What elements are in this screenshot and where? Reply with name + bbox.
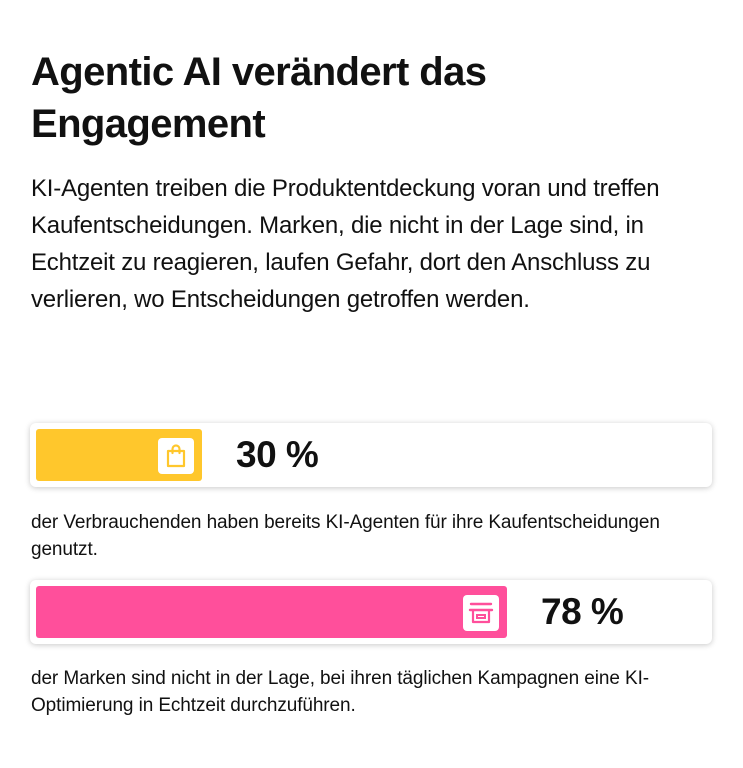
page-title: Agentic AI verändert das Engagement: [31, 50, 487, 146]
shopping-bag-icon: [158, 438, 194, 474]
stat-bar-brands: [36, 586, 507, 638]
stat-value-consumers: 30 %: [236, 434, 319, 475]
intro-text: KI-Agenten treiben die Produktentdeckung…: [31, 175, 660, 313]
stat-bar-consumers: [36, 429, 202, 481]
stat-card-brands: 78 %: [30, 580, 712, 644]
stat-caption-brands: der Marken sind nicht in der Lage, bei i…: [31, 668, 649, 716]
storefront-icon: [463, 595, 499, 631]
stat-value-brands: 78 %: [541, 591, 624, 632]
stat-card-consumers: 30 %: [30, 423, 712, 487]
stat-caption-consumers: der Verbrauchenden haben bereits KI-Agen…: [31, 512, 660, 560]
